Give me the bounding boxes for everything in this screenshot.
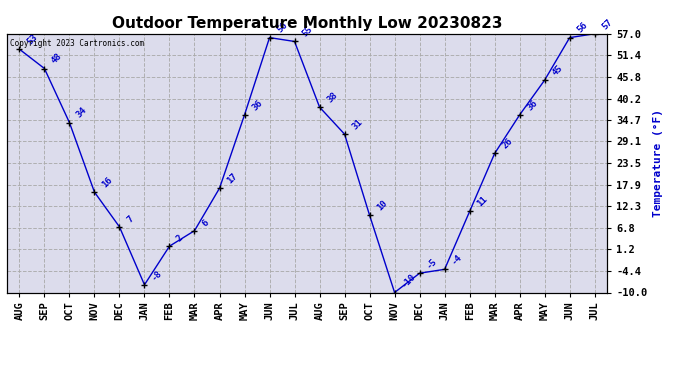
Text: 36: 36	[525, 98, 539, 112]
Text: -10: -10	[400, 272, 418, 290]
Text: 57: 57	[600, 17, 614, 31]
Text: 56: 56	[275, 21, 289, 35]
Y-axis label: Temperature (°F): Temperature (°F)	[653, 109, 663, 217]
Text: 7: 7	[125, 214, 135, 224]
Text: 17: 17	[225, 171, 239, 186]
Text: 2: 2	[175, 233, 185, 243]
Text: 34: 34	[75, 106, 89, 120]
Title: Outdoor Temperature Monthly Low 20230823: Outdoor Temperature Monthly Low 20230823	[112, 16, 502, 31]
Text: 26: 26	[500, 137, 514, 151]
Text: Copyright 2023 Cartronics.com: Copyright 2023 Cartronics.com	[10, 39, 144, 48]
Text: -8: -8	[150, 268, 164, 282]
Text: 55: 55	[300, 25, 314, 39]
Text: 31: 31	[350, 117, 364, 131]
Text: 53: 53	[25, 33, 39, 46]
Text: 36: 36	[250, 98, 264, 112]
Text: 48: 48	[50, 52, 64, 66]
Text: -4: -4	[450, 253, 464, 267]
Text: 6: 6	[200, 218, 210, 228]
Text: 38: 38	[325, 90, 339, 104]
Text: 56: 56	[575, 21, 589, 35]
Text: 45: 45	[550, 63, 564, 77]
Text: -5: -5	[425, 256, 439, 270]
Text: 11: 11	[475, 195, 489, 208]
Text: 10: 10	[375, 198, 389, 213]
Text: 16: 16	[100, 176, 114, 189]
